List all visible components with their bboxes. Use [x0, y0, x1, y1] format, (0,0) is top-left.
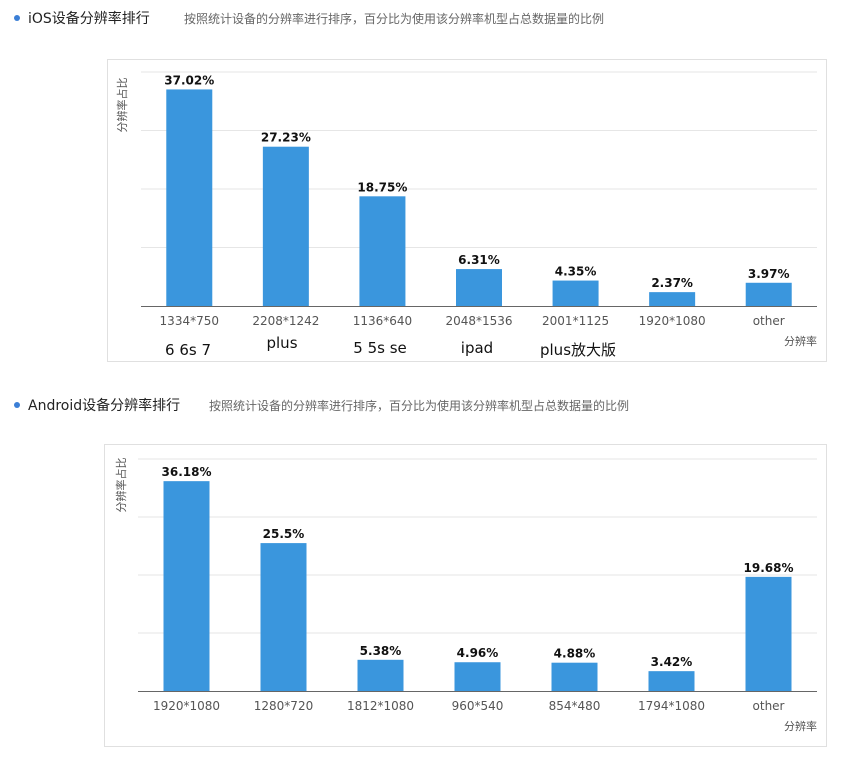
bullet-icon — [14, 402, 20, 408]
android-chart-svg: 分辨率占比 36.18% 1920*1080 25.5% 1280*720 5.38% 18… — [114, 458, 817, 733]
model-label: ipad — [460, 339, 494, 357]
x-tick-label: 1136*640 — [353, 314, 412, 328]
value-label: 6.31% — [458, 253, 500, 267]
ios-section-title: iOS设备分辨率排行 — [28, 11, 150, 27]
value-label: 18.75% — [357, 180, 407, 194]
bar — [745, 576, 792, 691]
ios-resolution-chart: 分辨率占比 37.02% 1334*750 27.23% 2208*1242 18.75%… — [107, 59, 827, 362]
value-label: 36.18% — [162, 465, 212, 479]
android-section-header: Android设备分辨率排行 — [14, 395, 180, 415]
value-label: 25.5% — [263, 527, 305, 541]
value-label: 3.97% — [748, 267, 790, 281]
bar — [166, 89, 213, 306]
model-label: 5 5s se — [353, 339, 407, 357]
x-tick-label: other — [753, 314, 785, 328]
x-axis-title: 分辨率 — [784, 334, 817, 348]
bar — [262, 146, 309, 306]
bar — [745, 282, 792, 306]
ios-section-description: 按照统计设备的分辨率进行排序，百分比为使用该分辨率机型占总数据量的比例 — [184, 12, 605, 26]
value-label: 4.88% — [554, 647, 596, 661]
value-label: 4.96% — [457, 646, 499, 660]
x-tick-label: 1920*1080 — [639, 314, 706, 328]
value-label: 37.02% — [164, 73, 214, 87]
bar — [648, 671, 695, 691]
x-axis-title: 分辨率 — [784, 719, 817, 733]
x-tick-label: 1280*720 — [254, 699, 313, 713]
x-tick-label: 854*480 — [549, 699, 601, 713]
x-tick-label: 2001*1125 — [542, 314, 609, 328]
model-label: 6 6s 7 — [165, 341, 211, 359]
value-label: 19.68% — [744, 561, 794, 575]
value-label: 4.35% — [555, 265, 597, 279]
ios-chart-svg: 分辨率占比 37.02% 1334*750 27.23% 2208*1242 18.75%… — [115, 71, 817, 348]
value-label: 2.37% — [651, 276, 693, 290]
x-tick-label: 2048*1536 — [445, 314, 512, 328]
value-label: 3.42% — [651, 655, 693, 669]
value-label: 5.38% — [360, 644, 402, 658]
bar — [260, 543, 307, 691]
bar — [551, 662, 598, 691]
bar — [456, 269, 502, 306]
x-tick-label: 1920*1080 — [153, 699, 220, 713]
bar — [359, 196, 406, 306]
model-label: plus放大版 — [539, 341, 617, 359]
model-label: plus — [266, 334, 298, 352]
bar — [552, 280, 599, 306]
bar — [649, 292, 696, 306]
x-tick-label: 1334*750 — [160, 314, 219, 328]
y-axis-title: 分辨率占比 — [115, 78, 129, 133]
ios-section-header: iOS设备分辨率排行 — [14, 8, 150, 28]
x-tick-label: other — [753, 699, 785, 713]
bar — [454, 662, 501, 691]
x-tick-label: 1794*1080 — [638, 699, 705, 713]
bullet-icon — [14, 15, 20, 21]
y-axis-title: 分辨率占比 — [114, 458, 128, 513]
android-resolution-chart: 分辨率占比 36.18% 1920*1080 25.5% 1280*720 5.38% 18… — [104, 444, 827, 747]
x-tick-label: 960*540 — [452, 699, 504, 713]
value-label: 27.23% — [261, 131, 311, 145]
x-tick-label: 2208*1242 — [252, 314, 319, 328]
bar — [163, 481, 210, 691]
android-section-title: Android设备分辨率排行 — [28, 398, 181, 414]
android-section-description: 按照统计设备的分辨率进行排序，百分比为使用该分辨率机型占总数据量的比例 — [209, 399, 630, 413]
bar — [357, 659, 404, 691]
x-tick-label: 1812*1080 — [347, 699, 414, 713]
